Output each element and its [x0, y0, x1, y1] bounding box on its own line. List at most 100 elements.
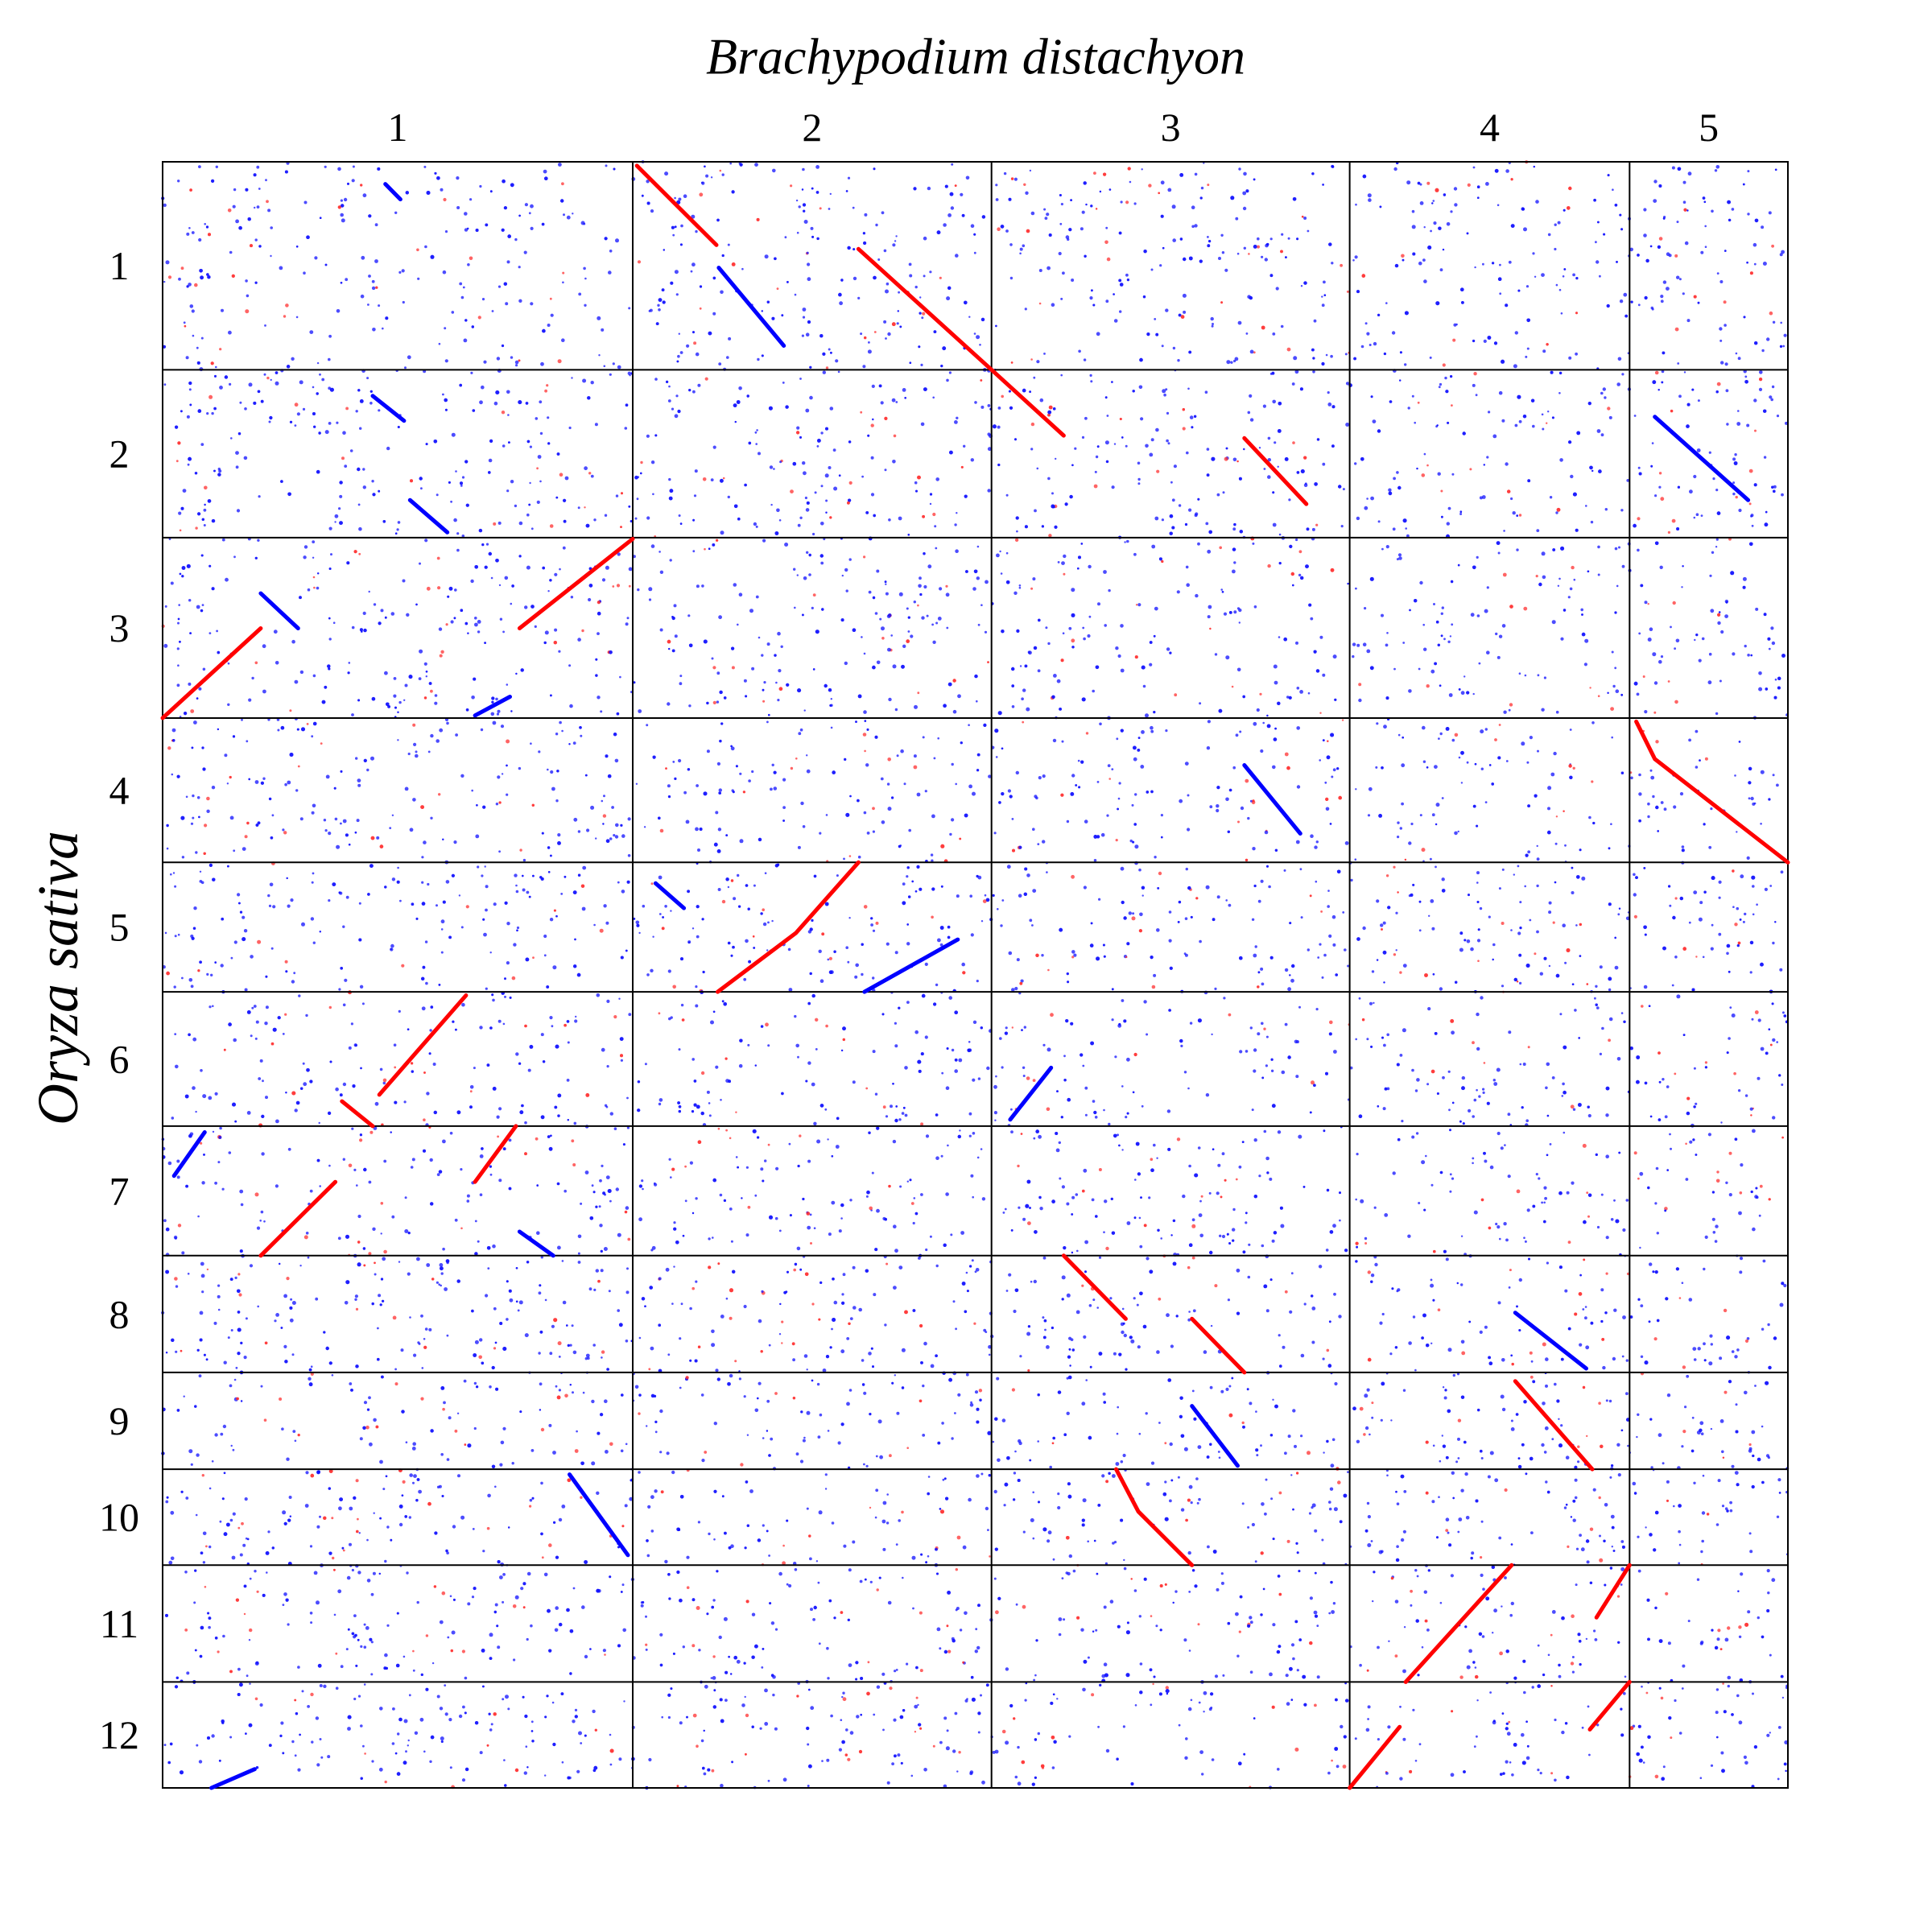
- background-dot: [1535, 575, 1538, 578]
- background-dot: [1754, 429, 1757, 432]
- background-dot: [291, 357, 295, 361]
- background-dot: [1063, 1618, 1066, 1621]
- background-dot: [1676, 994, 1681, 999]
- background-dot: [762, 700, 766, 703]
- background-dot: [257, 539, 260, 542]
- background-dot: [1734, 1471, 1739, 1475]
- background-dot: [1221, 251, 1225, 254]
- background-dot: [221, 538, 225, 542]
- background-dot: [844, 661, 848, 666]
- background-dot: [1454, 831, 1458, 836]
- background-dot: [1704, 757, 1708, 761]
- background-dot: [881, 626, 885, 631]
- background-dot: [1672, 601, 1676, 605]
- background-dot: [1405, 527, 1407, 530]
- background-dot: [1016, 530, 1018, 533]
- background-dot: [1233, 610, 1237, 614]
- background-dot: [1655, 1166, 1659, 1170]
- background-dot: [795, 1452, 799, 1456]
- background-dot: [1241, 1421, 1245, 1425]
- background-dot: [736, 1659, 741, 1664]
- background-dot: [669, 559, 672, 562]
- background-dot: [463, 338, 468, 343]
- background-dot: [294, 402, 299, 407]
- background-dot: [869, 1580, 873, 1583]
- background-dot: [1303, 1302, 1307, 1306]
- background-dot: [1710, 1427, 1713, 1430]
- background-dot: [1542, 349, 1546, 353]
- background-dot: [1481, 1635, 1485, 1638]
- background-dot: [176, 683, 180, 687]
- background-dot: [1249, 1670, 1253, 1674]
- background-dot: [788, 1142, 791, 1146]
- background-dot: [348, 662, 351, 664]
- background-dot: [1334, 1381, 1338, 1386]
- background-dot: [946, 296, 951, 301]
- background-dot: [819, 832, 822, 835]
- background-dot: [1500, 1394, 1505, 1399]
- background-dot: [1171, 498, 1175, 502]
- background-dot: [1630, 776, 1633, 780]
- background-dot: [1422, 760, 1426, 763]
- background-dot: [566, 1079, 570, 1082]
- background-dot: [1418, 1743, 1422, 1746]
- background-dot: [440, 1284, 442, 1287]
- background-dot: [956, 1535, 961, 1540]
- background-dot: [341, 456, 345, 460]
- background-dot: [1314, 1703, 1317, 1707]
- background-dot: [379, 1707, 383, 1711]
- background-dot: [1546, 422, 1548, 424]
- background-dot: [943, 1716, 947, 1720]
- background-dot: [235, 219, 239, 224]
- background-dot: [881, 211, 885, 215]
- background-dot: [473, 1426, 477, 1430]
- background-dot: [1286, 347, 1291, 352]
- background-dot: [1701, 1539, 1704, 1543]
- background-dot: [1373, 1001, 1375, 1005]
- background-dot: [1748, 469, 1753, 473]
- background-dot: [1121, 1085, 1124, 1088]
- background-dot: [1442, 1075, 1445, 1080]
- background-dot: [1437, 1308, 1441, 1311]
- background-dot: [260, 1385, 263, 1388]
- background-dot: [890, 634, 893, 637]
- background-dot: [1460, 1283, 1463, 1286]
- background-dot: [836, 874, 839, 877]
- background-dot: [1453, 187, 1458, 191]
- background-dot: [234, 1276, 237, 1279]
- background-dot: [1149, 663, 1153, 667]
- background-dot: [1708, 451, 1711, 454]
- background-dot: [1639, 1246, 1641, 1249]
- background-dot: [1660, 1696, 1664, 1700]
- background-dot: [1532, 252, 1535, 255]
- background-dot: [743, 1395, 746, 1398]
- background-dot: [584, 303, 587, 307]
- background-dot: [1719, 280, 1724, 283]
- background-dot: [646, 1425, 648, 1427]
- background-dot: [1402, 1530, 1406, 1534]
- background-dot: [1016, 958, 1020, 962]
- background-dot: [1001, 1066, 1004, 1069]
- background-dot: [664, 171, 669, 176]
- background-dot: [174, 1236, 177, 1240]
- background-dot: [1476, 555, 1479, 559]
- background-dot: [1444, 376, 1447, 380]
- background-dot: [1051, 1766, 1055, 1769]
- background-dot: [1508, 1720, 1511, 1724]
- background-dot: [206, 411, 209, 415]
- background-dot: [684, 1199, 687, 1203]
- background-dot: [1099, 722, 1102, 726]
- background-dot: [1522, 1063, 1526, 1066]
- background-dot: [968, 1112, 972, 1116]
- background-dot: [347, 1727, 351, 1731]
- background-dot: [1670, 625, 1672, 629]
- background-dot: [1551, 620, 1556, 625]
- background-dot: [1558, 1674, 1562, 1678]
- background-dot: [1717, 1629, 1721, 1633]
- background-dot: [328, 422, 332, 425]
- background-dot: [1645, 1526, 1647, 1529]
- background-dot: [1499, 1237, 1501, 1241]
- background-dot: [802, 1439, 806, 1443]
- background-dot: [1501, 1407, 1506, 1412]
- background-dot: [612, 362, 615, 365]
